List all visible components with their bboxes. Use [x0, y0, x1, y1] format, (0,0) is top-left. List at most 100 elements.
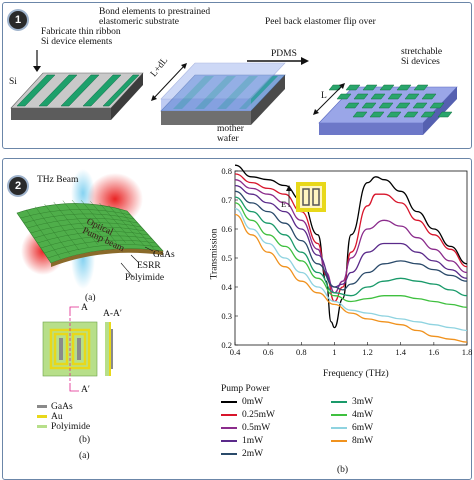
legend-item-3mW: 3mW: [331, 397, 373, 407]
x-tick-label: 0.4: [230, 347, 241, 357]
legend-swatch: [221, 452, 237, 455]
legend-item-8mW: 8mW: [331, 436, 373, 446]
inset-e-label: E: [281, 199, 287, 209]
thz-beam-label: THz Beam: [37, 175, 79, 185]
section-a-top: A: [81, 303, 88, 313]
legend-swatch: [331, 439, 347, 442]
gaas-label: GaAs: [153, 250, 175, 260]
si-island: [345, 84, 361, 91]
si-island: [404, 93, 420, 100]
si-island: [413, 84, 429, 91]
series-line-3mW: [234, 196, 468, 297]
legend-swatch: [331, 413, 347, 416]
si-island: [429, 102, 445, 109]
si-island: [353, 93, 369, 100]
down-arrow-icon: [33, 50, 41, 72]
length-arrow-icon: [313, 83, 345, 115]
x-axis-label: Frequency (THz): [323, 369, 389, 379]
caption-a-lower: (a): [79, 451, 90, 461]
legend-swatch: [221, 413, 237, 416]
y-tick-label: 0.5: [221, 253, 232, 263]
pdms-label: PDMS: [271, 49, 297, 59]
legend-label: 8mW: [352, 436, 374, 446]
x-tick-label: 1.6: [429, 347, 440, 357]
legend-item-2mW: 2mW: [221, 449, 263, 459]
si-island: [395, 102, 411, 109]
si-island: [362, 84, 378, 91]
step2-label: Bond elements to prestrained elastomeric…: [99, 7, 211, 27]
panel-2-badge: 2: [9, 177, 27, 195]
si-island: [370, 93, 386, 100]
flexible-sheet: [16, 199, 164, 267]
pointer-lines: [120, 246, 154, 278]
right-arrow-icon: [247, 57, 309, 65]
legend-item-6mW: 6mW: [331, 423, 373, 433]
series-line-0.5mW: [234, 179, 468, 294]
x-tick-label: 1.2: [362, 347, 373, 357]
legend-swatch: [221, 439, 237, 442]
legend-item-0.5mW: 0.5mW: [221, 423, 270, 433]
si-island: [403, 111, 419, 118]
process-illustration: [10, 50, 458, 135]
si-island: [386, 111, 402, 118]
si-island: [420, 111, 436, 118]
series-line-1mW: [234, 184, 468, 288]
legend-swatch: [331, 426, 347, 429]
si-island: [437, 111, 453, 118]
material-swatches: [37, 405, 47, 428]
material-au: Au: [51, 412, 63, 422]
section-aa-label: A-A′: [103, 309, 122, 319]
series-line-8mW: [234, 213, 468, 343]
x-tick-label: 0.6: [263, 347, 274, 357]
si-wafer: [10, 72, 144, 120]
mother-wafer-label: mother wafer: [217, 124, 244, 144]
legend-swatch: [331, 400, 347, 403]
x-tick-label: 1.8: [462, 347, 473, 357]
si-island: [412, 102, 428, 109]
legend-label: 1mW: [242, 436, 264, 446]
si-island: [352, 111, 368, 118]
series-line-0mW: [234, 164, 468, 329]
legend-label: 0.25mW: [242, 410, 275, 420]
y-tick-label: 0.4: [221, 282, 232, 292]
legend-item-0.25mW: 0.25mW: [221, 410, 275, 420]
material-gaas: GaAs: [51, 402, 73, 412]
esrr-unit-cell: [42, 306, 98, 392]
series-line-4mW: [234, 202, 468, 308]
stretchable-label: stretchable Si devices: [401, 47, 443, 67]
series-line-6mW: [234, 208, 468, 332]
x-tick-label: 1: [332, 347, 336, 357]
legend-swatch: [221, 400, 237, 403]
y-axis-label: Transmission: [209, 228, 220, 280]
legend-label: 6mW: [352, 423, 374, 433]
panel-1-badge: 1: [9, 11, 27, 29]
legend-label: 3mW: [352, 397, 374, 407]
inset-esrr-icon: [286, 182, 326, 212]
si-island: [378, 102, 394, 109]
si-island: [344, 102, 360, 109]
process-panel: 1: [2, 2, 472, 149]
legend-label: 0mW: [242, 397, 264, 407]
material-polyimide: Polyimide: [51, 422, 91, 432]
legend-label: 2mW: [242, 449, 264, 459]
series-line-0.25mW: [234, 173, 468, 303]
legend-item-0mW: 0mW: [221, 397, 263, 407]
si-label: Si: [9, 77, 17, 87]
polyimide-label: Polyimide: [125, 273, 165, 283]
y-tick-label: 0.7: [221, 195, 232, 205]
cross-section: [105, 322, 113, 376]
y-tick-label: 0.6: [221, 224, 232, 234]
y-tick-label: 0.8: [221, 166, 232, 176]
transmission-chart: 0.4 0.6 0.8 1 1.2 1.4 1.6 1.8 0.2 0.3 0.4 0.5 0.6 0.7…: [221, 164, 472, 357]
pump-legend-title: Pump Power: [221, 384, 270, 394]
si-island: [396, 84, 412, 91]
y-tick-label: 0.2: [221, 340, 232, 350]
step3-label: Peel back elastomer flip over: [265, 17, 376, 27]
stretch-arrow-icon: [151, 63, 187, 101]
legend-label: 4mW: [352, 410, 374, 420]
legend-item-1mW: 1mW: [221, 436, 263, 446]
step1-label: Fabricate thin ribbon Si device elements: [41, 27, 121, 47]
si-island: [369, 111, 385, 118]
si-island: [379, 84, 395, 91]
si-island: [421, 93, 437, 100]
